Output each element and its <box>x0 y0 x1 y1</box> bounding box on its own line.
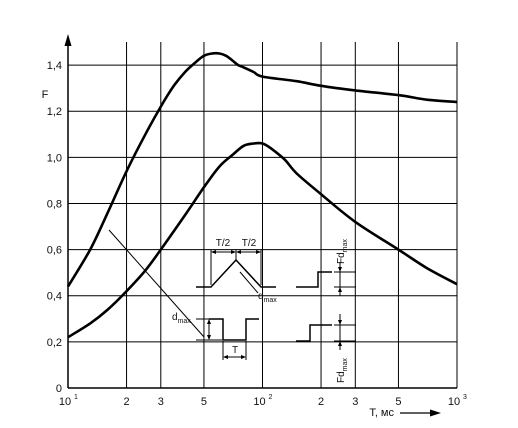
response-step-top-line <box>296 271 332 288</box>
rect-pulse-diagram: dmax T <box>172 312 259 360</box>
y-tick-label-1: 0,2 <box>47 337 62 349</box>
dim-arrow <box>338 320 342 325</box>
dim-arrow <box>211 250 216 254</box>
dmax-label-triangle: dmax <box>258 291 277 304</box>
x-tick-label-1: 2 <box>123 396 129 408</box>
x-tick-label-8: 10 <box>448 396 460 408</box>
dim-arrow <box>256 250 261 254</box>
curves <box>66 51 458 339</box>
grid <box>68 42 458 388</box>
dmax-label-rect: dmax <box>172 312 191 325</box>
dmax-label-sub: max <box>178 318 192 325</box>
triangle-pulse-diagram: T/2 T/2 dmax <box>196 238 277 304</box>
dmax-label-sub: max <box>264 297 278 304</box>
response-step-bottom: Fdmax <box>296 314 356 383</box>
dmax-label-base: d <box>172 312 178 323</box>
dmax-label-base: d <box>258 291 264 302</box>
triangle-pulse <box>196 258 276 288</box>
half-period-label-left: T/2 <box>216 238 231 249</box>
tick-labels: 00,20,40,60,81,01,21,410 1 2 3 5 10 2 2 3 5 10 3 <box>47 60 467 408</box>
curve-2 <box>67 141 458 339</box>
axes: F T, мс <box>42 34 457 419</box>
dim-arrow <box>231 250 236 254</box>
y-tick-label-2: 0,4 <box>47 291 62 303</box>
response-step-bottom-line <box>296 324 332 342</box>
dim-arrow <box>241 355 246 359</box>
x-tick-label-0: 10 <box>59 396 71 408</box>
dmax-leader-triangle <box>239 271 259 294</box>
rect-pulse <box>209 318 259 341</box>
fdmax-label-bottom: Fdmax <box>336 358 349 383</box>
dim-arrow <box>338 341 342 346</box>
response-step-top: Fdmax <box>296 239 356 296</box>
fdmax-label-sub: max <box>342 239 349 253</box>
x-tick-label-4: 10 <box>253 396 265 408</box>
x-axis-label-arrowhead <box>430 409 441 417</box>
y-tick-label-3: 0,6 <box>47 245 62 257</box>
x-tick-label-exp-8: 3 <box>463 394 467 401</box>
leader-line-curve-to-pulse <box>108 229 205 338</box>
half-period-label-right: T/2 <box>242 238 257 249</box>
y-tick-label-6: 1,2 <box>47 106 62 118</box>
x-tick-label-5: 2 <box>318 396 324 408</box>
dim-arrow <box>338 287 342 292</box>
y-tick-label-0: 0 <box>56 383 62 395</box>
dim-arrow <box>207 319 211 324</box>
dim-arrow <box>338 267 342 272</box>
dim-arrow <box>207 335 211 340</box>
x-tick-label-3: 5 <box>201 396 207 408</box>
period-label: T <box>232 345 238 356</box>
fdmax-label-top: Fdmax <box>336 239 349 264</box>
x-tick-label-7: 5 <box>395 396 401 408</box>
y-axis-arrow <box>64 34 72 46</box>
x-tick-label-6: 3 <box>352 396 358 408</box>
fdmax-label-base: Fd <box>336 252 347 264</box>
x-tick-label-exp-0: 1 <box>74 394 78 401</box>
curve-1 <box>66 51 458 288</box>
annotations: T/2 T/2 dmax dmax T <box>108 229 356 383</box>
fdmax-label-sub: max <box>342 358 349 372</box>
x-tick-label-exp-4: 2 <box>269 394 273 401</box>
y-axis-label: F <box>42 89 49 101</box>
y-tick-label-4: 0,8 <box>47 198 62 210</box>
y-tick-label-5: 1,0 <box>47 152 62 164</box>
x-axis-label: T, мс <box>369 407 394 419</box>
y-tick-label-7: 1,4 <box>47 60 62 72</box>
x-tick-label-2: 3 <box>158 396 164 408</box>
fdmax-label-base: Fd <box>336 371 347 383</box>
dim-arrow <box>236 250 241 254</box>
dim-arrow <box>223 355 228 359</box>
